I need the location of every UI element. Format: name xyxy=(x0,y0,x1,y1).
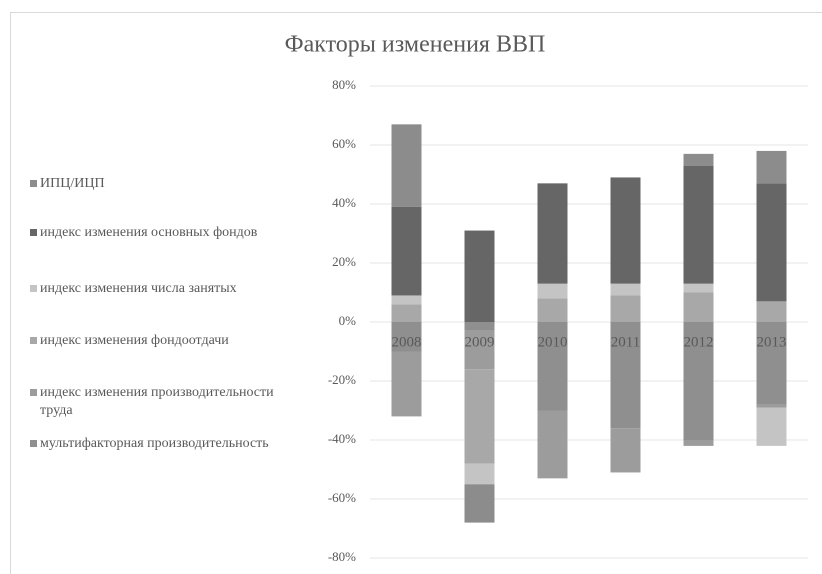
chart-frame xyxy=(10,12,822,574)
bar-segment xyxy=(464,230,495,322)
bar-segment xyxy=(610,428,641,473)
bar-segment xyxy=(391,322,422,352)
bar-segment xyxy=(537,283,568,299)
bar-segment xyxy=(610,177,641,284)
y-tick-label: -20% xyxy=(328,372,356,387)
bar-segment xyxy=(756,322,787,405)
bar-segment xyxy=(391,351,422,417)
legend-label: ИПЦ/ИЦП xyxy=(40,176,105,191)
bar-segment xyxy=(464,484,495,523)
y-tick-label: 80% xyxy=(332,77,356,92)
bar-segment xyxy=(683,283,714,293)
legend-item: индекс изменения основных фондов xyxy=(30,224,290,242)
legend-swatch xyxy=(30,285,37,292)
legend-item: индекс изменения производительности труд… xyxy=(30,384,290,420)
legend-item: индекс изменения фондоотдачи xyxy=(30,332,290,350)
legend-swatch xyxy=(30,337,37,344)
bar-segment xyxy=(756,404,787,408)
bar-segment xyxy=(464,322,495,331)
bar-segment xyxy=(537,410,568,479)
bar-segment xyxy=(610,295,641,322)
y-tick-label: 40% xyxy=(332,195,356,210)
legend-label: мультифакторная производительность xyxy=(40,436,269,451)
bar-segment xyxy=(683,322,714,440)
x-tick-label: 2008 xyxy=(392,334,422,350)
y-tick-label: -80% xyxy=(328,549,356,564)
x-tick-label: 2009 xyxy=(465,334,495,350)
legend-item: ИПЦ/ИЦП xyxy=(30,175,290,193)
bar-segment xyxy=(756,301,787,322)
bar-segment xyxy=(756,150,787,184)
bar-segment xyxy=(756,407,787,446)
x-tick-label: 2010 xyxy=(538,334,568,350)
legend-label: индекс изменения фондоотдачи xyxy=(40,333,229,348)
bar-segment xyxy=(391,124,422,207)
bar-segment xyxy=(683,153,714,166)
bar-segment xyxy=(537,298,568,322)
x-tick-label: 2012 xyxy=(684,334,714,350)
bar-segment xyxy=(464,463,495,485)
bar-segment xyxy=(610,283,641,296)
legend-label: индекс изменения производительности труд… xyxy=(40,385,274,418)
y-tick-label: 60% xyxy=(332,136,356,151)
bar-segment xyxy=(391,304,422,322)
legend-swatch xyxy=(30,389,37,396)
bar-segment xyxy=(537,183,568,284)
bar-segment xyxy=(464,369,495,464)
y-tick-label: 20% xyxy=(332,254,356,269)
bar-segment xyxy=(464,330,495,370)
x-tick-label: 2013 xyxy=(757,334,787,350)
chart-title: Факторы изменения ВВП xyxy=(285,32,546,58)
bar-segment xyxy=(391,206,422,296)
legend-item: индекс изменения числа занятых xyxy=(30,280,290,298)
legend-swatch xyxy=(30,229,37,236)
legend-label: индекс изменения числа занятых xyxy=(40,281,237,296)
legend-item: мультифакторная производительность xyxy=(30,435,290,453)
legend-swatch xyxy=(30,440,37,447)
bar-segment xyxy=(610,322,641,429)
bar-segment xyxy=(683,292,714,322)
bar-segment xyxy=(756,183,787,302)
bar-segment xyxy=(537,322,568,411)
bar-segment xyxy=(683,440,714,446)
y-tick-label: -60% xyxy=(328,490,356,505)
bar-segment xyxy=(683,165,714,284)
x-tick-label: 2011 xyxy=(611,334,640,350)
legend-swatch xyxy=(30,180,37,187)
y-tick-label: 0% xyxy=(339,313,357,328)
bar-segment xyxy=(391,295,422,305)
legend-label: индекс изменения основных фондов xyxy=(40,225,258,240)
y-tick-label: -40% xyxy=(328,431,356,446)
